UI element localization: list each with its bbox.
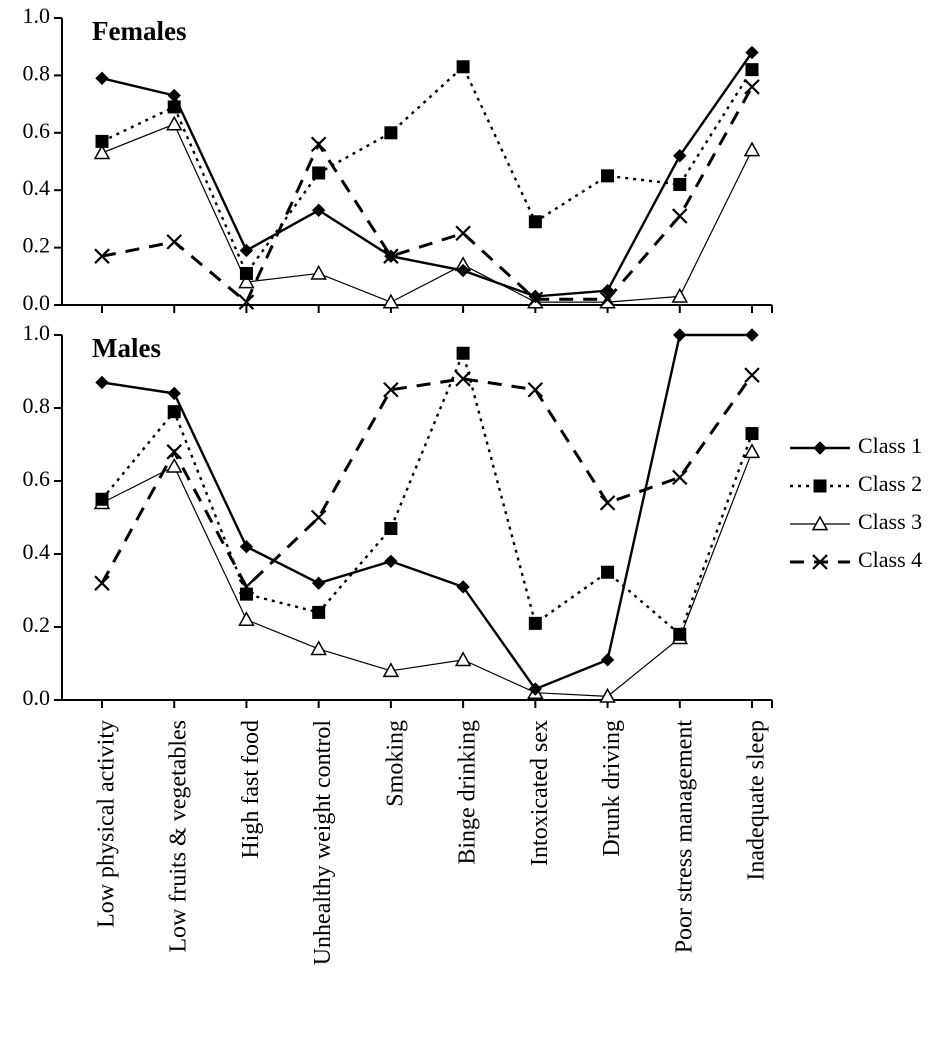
ytick-label: 0.6 — [23, 118, 51, 143]
x-category-label: Drunk driving — [599, 720, 625, 857]
x-category-label: Smoking — [382, 720, 408, 807]
x-category-label: Low fruits & vegetables — [166, 720, 192, 953]
x-category-label: Binge drinking — [455, 720, 481, 865]
panel-title: Females — [92, 16, 186, 46]
series-line-class2 — [102, 67, 752, 274]
series-line-class4 — [102, 375, 752, 587]
ytick-label: 1.0 — [23, 320, 51, 345]
ytick-label: 1.0 — [23, 3, 51, 28]
legend-label: Class 4 — [858, 547, 922, 572]
series-line-class1 — [102, 335, 752, 689]
x-category-label: Low physical activity — [94, 720, 120, 928]
figure-root: 0.0 0.2 0.4 0.6 0.8 1.0 Females 0.0 0.2 0.4 0.6 0.8… — [0, 0, 933, 1050]
ytick-label: 0.4 — [23, 539, 51, 564]
legend-label: Class 2 — [858, 471, 922, 496]
ytick-label: 0.0 — [23, 290, 51, 315]
x-category-label: High fast food — [238, 720, 264, 859]
x-category-label: Inadequate sleep — [744, 720, 770, 881]
panel-0: 0.0 0.2 0.4 0.6 0.8 1.0 Females — [23, 3, 773, 315]
x-category-label: Poor stress management — [671, 720, 697, 954]
legend-label: Class 3 — [858, 509, 922, 534]
series-line-class4 — [102, 87, 752, 302]
series-line-class1 — [102, 52, 752, 296]
panel-title: Males — [92, 333, 161, 363]
ytick-label: 0.6 — [23, 466, 51, 491]
x-axis-labels: Low physical activity Low fruits & vegeta… — [94, 720, 770, 966]
x-category-label: Intoxicated sex — [527, 720, 553, 866]
ytick-label: 0.2 — [23, 233, 51, 258]
ytick-label: 0.2 — [23, 612, 51, 637]
ytick-label: 0.8 — [23, 393, 51, 418]
ytick-label: 0.0 — [23, 685, 51, 710]
x-category-label: Unhealthy weight control — [310, 720, 336, 966]
series-line-class2 — [102, 353, 752, 634]
panel-1: 0.0 0.2 0.4 0.6 0.8 1.0 Males — [23, 320, 773, 710]
ytick-label: 0.8 — [23, 60, 51, 85]
ytick-label: 0.4 — [23, 175, 51, 200]
legend-label: Class 1 — [858, 433, 922, 458]
legend: Class 1 Class 2 Class 3 Class 4 — [790, 433, 922, 572]
